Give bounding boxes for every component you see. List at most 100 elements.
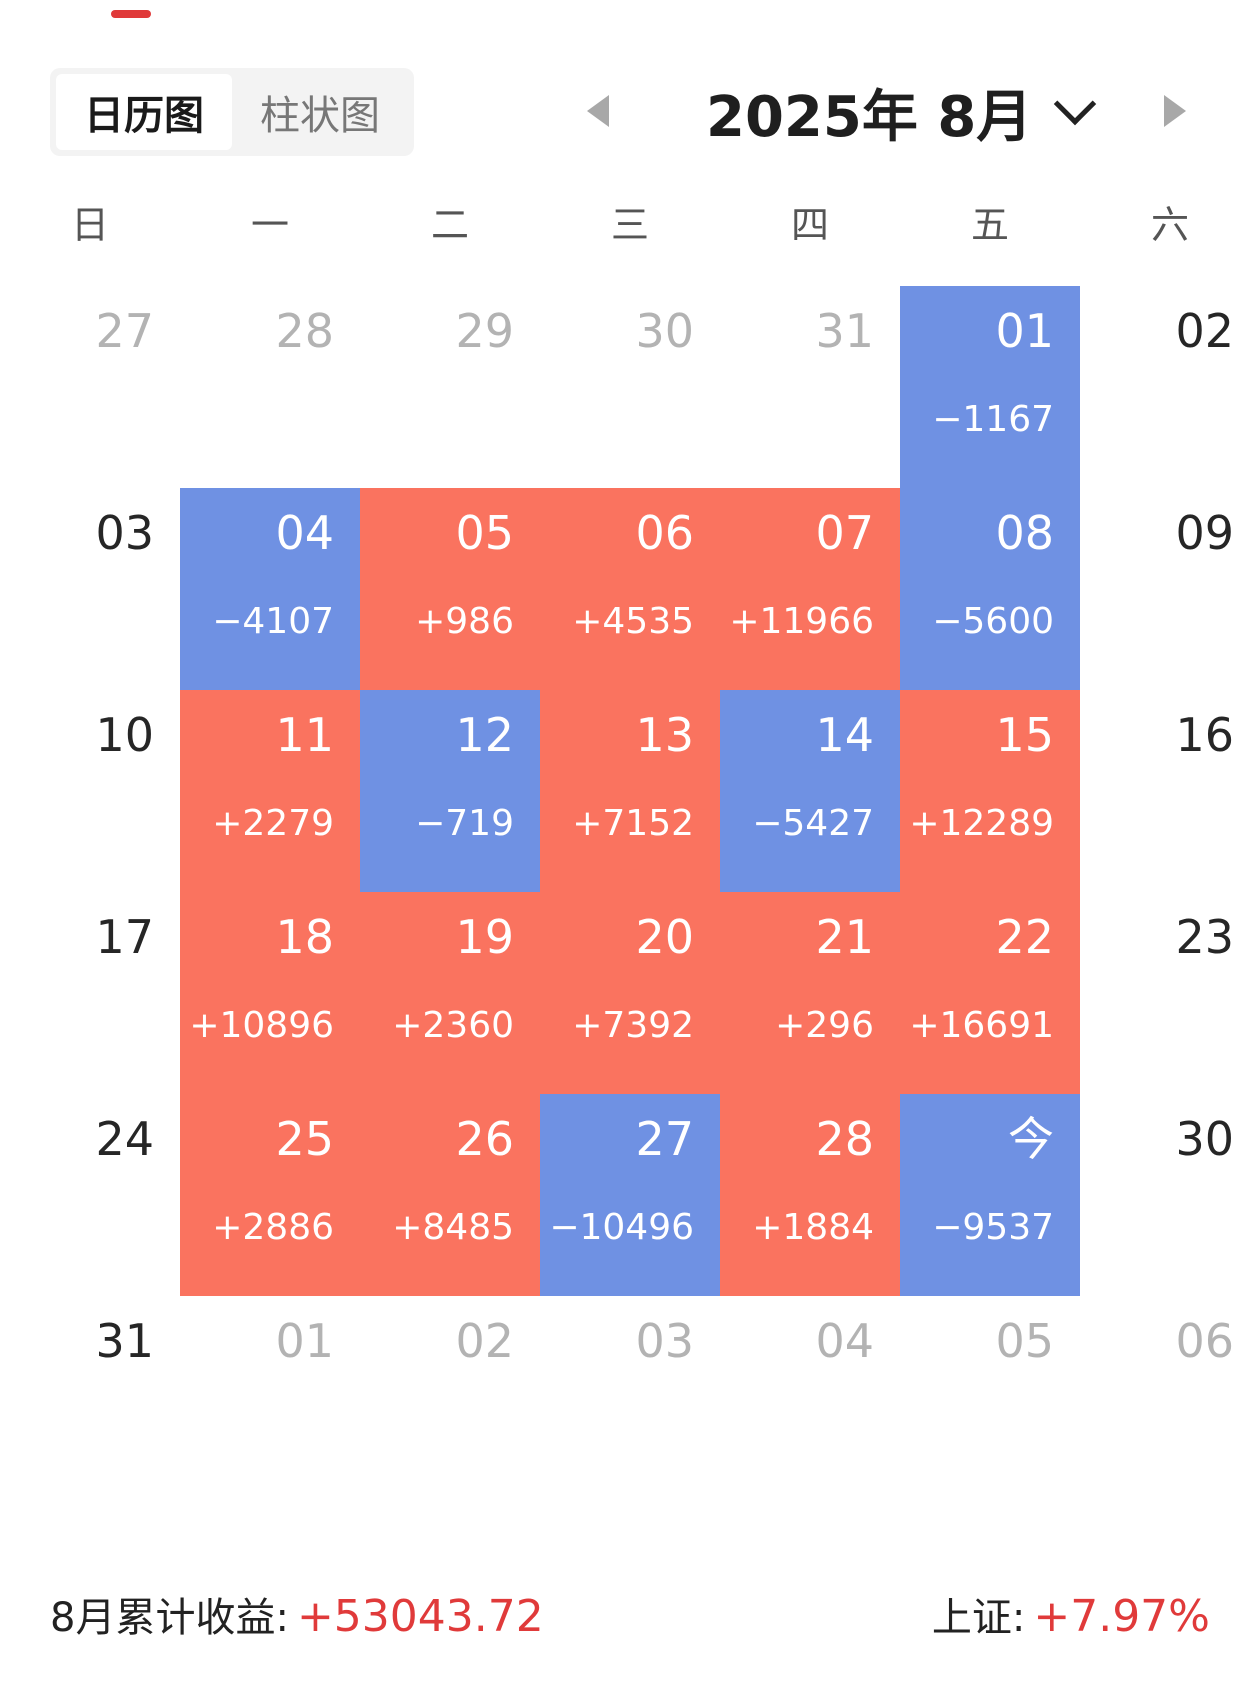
calendar-day-cell[interactable]: 27 [0, 286, 180, 488]
weekday-sat: 六 [1150, 203, 1189, 247]
calendar-day-cell[interactable]: 23 [1080, 892, 1260, 1094]
calendar-day-cell[interactable]: 19 +2360 [360, 892, 540, 1094]
daily-pnl: +7392 [572, 1005, 694, 1046]
calendar-day-cell[interactable]: 04 −4107 [180, 488, 360, 690]
calendar-day-cell[interactable]: 31 [720, 286, 900, 488]
day-number: 24 [95, 1112, 154, 1166]
calendar-day-cell[interactable]: 05 [900, 1296, 1080, 1498]
calendar-day-cell[interactable]: 14 −5427 [720, 690, 900, 892]
calendar-day-cell[interactable]: 01 −1167 [900, 286, 1080, 488]
calendar-day-cell[interactable]: 04 [720, 1296, 900, 1498]
month-return-label: 8月累计收益: [50, 1595, 289, 1641]
day-number: 今 [1008, 1112, 1054, 1166]
calendar-day-cell[interactable]: 30 [540, 286, 720, 488]
day-number: 02 [1175, 304, 1234, 358]
calendar-grid: 27 28 29 30 31 01 −1167 02 03 04 −4107 05 +986 06 +453… [0, 286, 1260, 1364]
daily-pnl: −4107 [212, 601, 334, 642]
calendar-day-cell[interactable]: 03 [0, 488, 180, 690]
daily-pnl: +16691 [909, 1005, 1054, 1046]
calendar-day-cell[interactable]: 10 [0, 690, 180, 892]
daily-pnl: +1884 [752, 1207, 874, 1248]
index-summary: 上证: +7.97% [932, 1585, 1210, 1643]
daily-pnl: +10896 [189, 1005, 334, 1046]
calendar-day-cell[interactable]: 29 [360, 286, 540, 488]
weekday-wed: 三 [610, 203, 649, 247]
tab-bar-chart-view[interactable]: 柱状图 [260, 93, 380, 139]
day-number: 03 [635, 1314, 694, 1368]
calendar-day-cell[interactable]: 16 [1080, 690, 1260, 892]
weekday-sun: 日 [70, 203, 109, 247]
calendar-day-cell[interactable]: 22 +16691 [900, 892, 1080, 1094]
calendar-day-cell[interactable]: 18 +10896 [180, 892, 360, 1094]
calendar-day-cell[interactable]: 24 [0, 1094, 180, 1296]
day-number: 13 [635, 708, 694, 762]
calendar-day-cell[interactable]: 13 +7152 [540, 690, 720, 892]
weekday-mon: 一 [250, 203, 289, 247]
daily-pnl: +11966 [729, 601, 874, 642]
calendar-day-cell[interactable]: 26 +8485 [360, 1094, 540, 1296]
daily-pnl: −719 [415, 803, 514, 844]
calendar-day-cell[interactable]: 30 [1080, 1094, 1260, 1296]
calendar-day-cell[interactable]: 28 [180, 286, 360, 488]
calendar-day-cell[interactable]: 08 −5600 [900, 488, 1080, 690]
month-picker[interactable]: 2025年 8月 [706, 72, 1097, 152]
daily-pnl: +2886 [212, 1207, 334, 1248]
calendar-day-cell[interactable]: 01 [180, 1296, 360, 1498]
calendar-day-cell[interactable]: 06 [1080, 1296, 1260, 1498]
day-number: 31 [95, 1314, 154, 1368]
month-return-value: +53043.72 [296, 1591, 544, 1642]
day-number: 05 [455, 506, 514, 560]
index-return-value: +7.97% [1033, 1591, 1210, 1642]
day-number: 04 [815, 1314, 874, 1368]
daily-pnl: −5600 [932, 601, 1054, 642]
day-number: 07 [815, 506, 874, 560]
day-number: 06 [635, 506, 694, 560]
calendar-day-cell[interactable]: 02 [360, 1296, 540, 1498]
calendar-day-cell[interactable]: 今 −9537 [900, 1094, 1080, 1296]
daily-pnl: −9537 [932, 1207, 1054, 1248]
calendar-day-cell[interactable]: 11 +2279 [180, 690, 360, 892]
day-number: 20 [635, 910, 694, 964]
calendar-day-cell[interactable]: 12 −719 [360, 690, 540, 892]
calendar-day-cell[interactable]: 20 +7392 [540, 892, 720, 1094]
calendar-day-cell[interactable]: 31 [0, 1296, 180, 1498]
calendar-day-cell[interactable]: 03 [540, 1296, 720, 1498]
daily-pnl: +2360 [392, 1005, 514, 1046]
day-number: 28 [815, 1112, 874, 1166]
triangle-right-icon [1164, 95, 1186, 127]
daily-pnl: +2279 [212, 803, 334, 844]
calendar-day-cell[interactable]: 07 +11966 [720, 488, 900, 690]
tab-calendar-view[interactable]: 日历图 [56, 74, 232, 150]
calendar-day-cell[interactable]: 25 +2886 [180, 1094, 360, 1296]
daily-pnl: +296 [775, 1005, 874, 1046]
day-number: 08 [995, 506, 1054, 560]
day-number: 31 [815, 304, 874, 358]
calendar-day-cell[interactable]: 15 +12289 [900, 690, 1080, 892]
calendar-day-cell[interactable]: 05 +986 [360, 488, 540, 690]
prev-month-button[interactable] [578, 88, 618, 134]
day-number: 16 [1175, 708, 1234, 762]
next-month-button[interactable] [1155, 88, 1195, 134]
calendar-day-cell[interactable]: 02 [1080, 286, 1260, 488]
day-number: 05 [995, 1314, 1054, 1368]
month-summary: 8月累计收益: +53043.72 [50, 1585, 544, 1643]
calendar-day-cell[interactable]: 21 +296 [720, 892, 900, 1094]
calendar-day-cell[interactable]: 17 [0, 892, 180, 1094]
day-number: 18 [275, 910, 334, 964]
calendar-day-cell[interactable]: 06 +4535 [540, 488, 720, 690]
day-number: 19 [455, 910, 514, 964]
daily-pnl: +4535 [572, 601, 694, 642]
calendar-day-cell[interactable]: 09 [1080, 488, 1260, 690]
daily-pnl: −10496 [549, 1207, 694, 1248]
day-number: 09 [1175, 506, 1234, 560]
day-number: 02 [455, 1314, 514, 1368]
weekday-thu: 四 [790, 203, 829, 247]
view-toggle: 日历图 柱状图 [50, 68, 414, 156]
day-number: 28 [275, 304, 334, 358]
day-number: 06 [1175, 1314, 1234, 1368]
day-number: 27 [635, 1112, 694, 1166]
active-tab-indicator [111, 10, 151, 18]
calendar-day-cell[interactable]: 28 +1884 [720, 1094, 900, 1296]
calendar-day-cell[interactable]: 27 −10496 [540, 1094, 720, 1296]
daily-pnl: −1167 [932, 399, 1054, 440]
